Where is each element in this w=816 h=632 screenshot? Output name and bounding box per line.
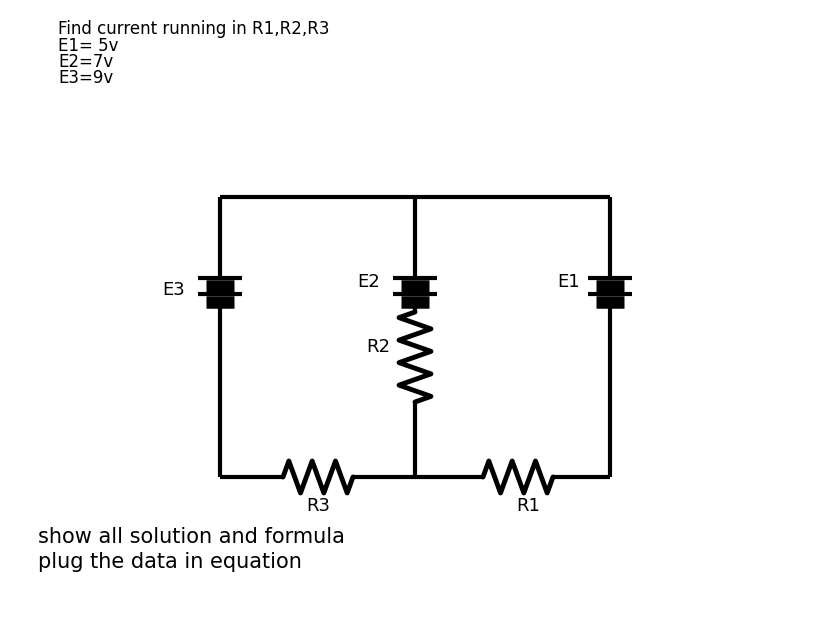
Text: Find current running in R1,R2,R3: Find current running in R1,R2,R3: [58, 20, 330, 38]
Text: E3: E3: [162, 281, 185, 299]
Text: R3: R3: [306, 497, 330, 515]
Text: E1: E1: [557, 273, 580, 291]
Text: R2: R2: [366, 338, 390, 356]
Text: E2: E2: [357, 273, 380, 291]
Text: R1: R1: [516, 497, 540, 515]
Text: show all solution and formula: show all solution and formula: [38, 527, 345, 547]
Text: E2=7v: E2=7v: [58, 53, 113, 71]
Text: E1= 5v: E1= 5v: [58, 37, 118, 55]
Text: plug the data in equation: plug the data in equation: [38, 552, 302, 572]
Text: E3=9v: E3=9v: [58, 69, 113, 87]
